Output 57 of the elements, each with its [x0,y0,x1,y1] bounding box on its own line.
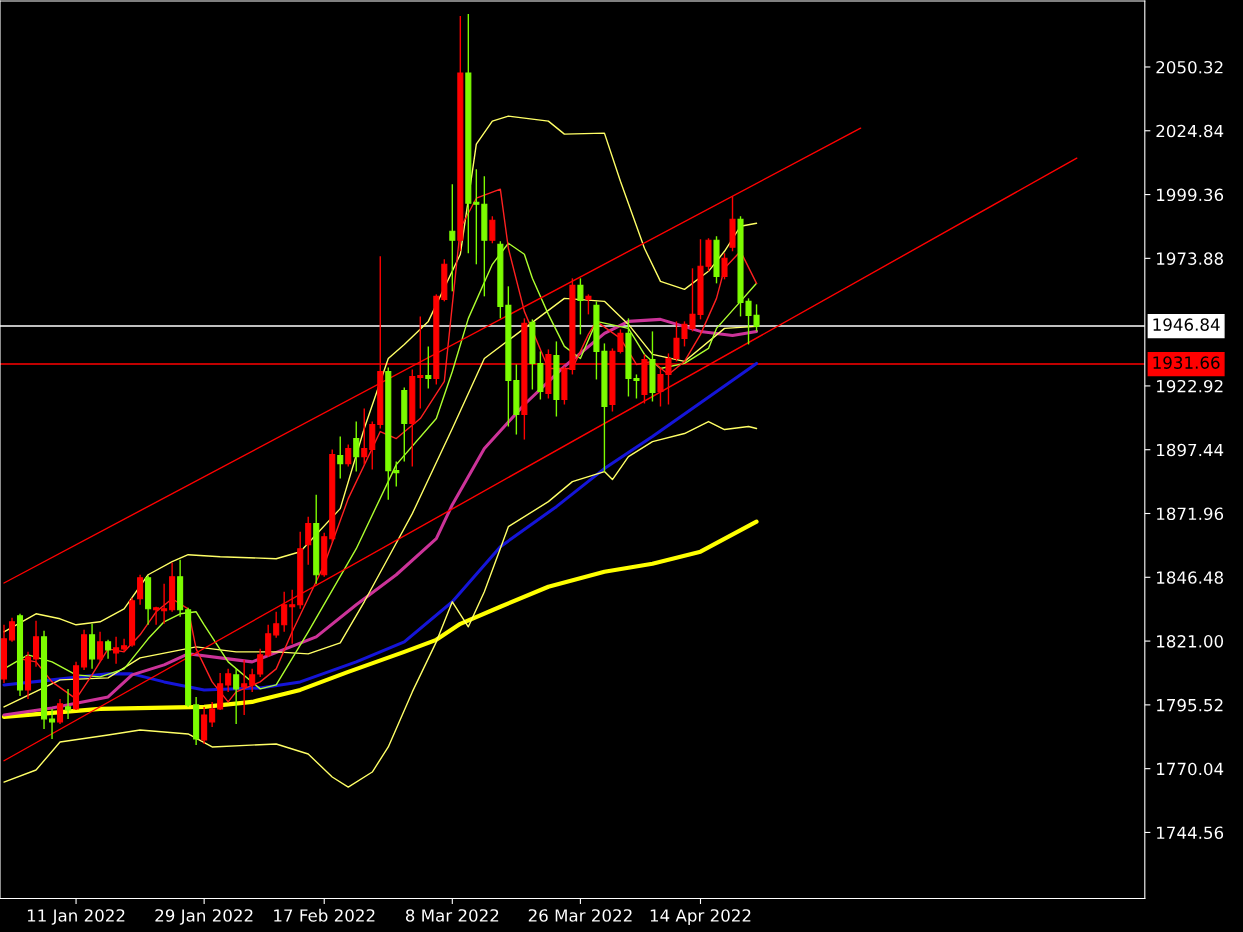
candlestick [449,183,456,293]
y-tick-label: 2024.84 [1156,124,1224,138]
y-tick-label: 1821.00 [1157,635,1224,648]
y-tick-label: 1795.52 [1157,698,1223,712]
y-tick-label: 2050.32 [1156,60,1223,74]
candlestick [121,638,128,653]
candlestick [265,624,272,658]
y-tick-label: 1922.92 [1157,379,1223,393]
candlestick [137,574,144,606]
candlestick [8,617,16,643]
line-series [3,420,758,788]
candlestick [161,583,168,625]
y-tick-label: 1770.04 [1157,762,1224,776]
candlestick [425,345,432,390]
candlestick [345,443,352,468]
candlestick [257,648,264,678]
x-tick-label: 17 Feb 2022 [274,908,375,922]
candlestick [577,277,584,336]
y-tick-label: 1871.96 [1157,507,1224,521]
candlestick [305,515,312,566]
candlestick [113,636,120,665]
candlestick [105,639,112,660]
candlestick [393,460,400,488]
candlestick [473,168,480,265]
y-tick-label: 1897.44 [1157,443,1224,457]
x-tick-label: 26 Mar 2022 [528,909,632,922]
candlestick [32,620,40,668]
candlestick [48,708,56,740]
candlestick [337,435,344,480]
candlestick [721,252,728,281]
y-tick-label: 1846.48 [1157,571,1223,584]
line-series [1,519,759,720]
candlestick [65,688,72,720]
candlestick [489,215,496,244]
x-tick-label: 11 Jan 2022 [27,909,125,925]
candlestick [57,698,64,725]
x-tick-label: 8 Mar 2022 [405,909,499,922]
ref-line-label: 1931.66 [1153,356,1220,369]
candlestick [249,668,256,693]
ref-line-label: 1946.84 [1153,318,1220,331]
candlestick [209,701,216,728]
candlestick [97,631,104,663]
x-tick-label: 29 Jan 2022 [155,909,253,925]
candlestick [289,589,296,645]
candlestick [281,591,288,633]
y-tick-label: 1973.88 [1157,252,1223,265]
candlestick [361,407,368,466]
candlestick [273,611,280,639]
candlestick [225,668,232,693]
line-series [3,115,758,633]
candlestick [241,659,248,716]
x-tick-label: 14 Apr 2022 [650,909,751,925]
candlestick [233,668,240,725]
y-tick-label: 1999.36 [1157,188,1224,202]
candlestick [585,293,592,316]
candlestick [353,420,360,473]
y-tick-label: 1744.56 [1157,826,1224,840]
